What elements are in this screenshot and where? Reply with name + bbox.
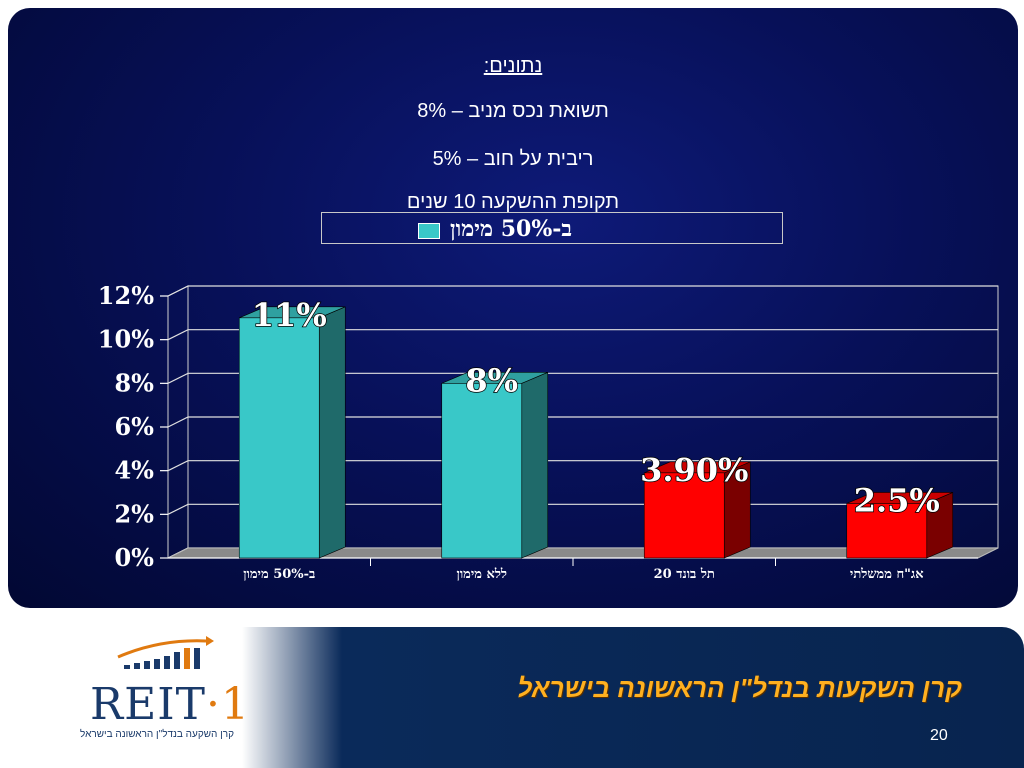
info-line-yield: תשואת נכס מניב – 8% — [417, 100, 609, 122]
y-tick-label: 4% — [114, 456, 154, 485]
y-tick-label: 6% — [114, 412, 154, 441]
y-tick-label: 10% — [98, 325, 154, 354]
footer-panel: REIT·1 קרן השקעה בנדל"ן הראשונה בישראל ק… — [12, 627, 1024, 768]
reit1-logo: REIT·1 קרן השקעה בנדל"ן הראשונה בישראל — [32, 635, 249, 760]
bar — [441, 383, 523, 559]
x-category-label: תל בונד 20 — [654, 567, 715, 582]
bar-side — [521, 371, 549, 559]
gridline — [167, 460, 998, 472]
bar — [238, 317, 320, 559]
y-tick-label: 12% — [98, 281, 154, 310]
chart-legend: ב-50% מימון — [321, 212, 783, 244]
data-label: 11% — [252, 296, 327, 334]
legend-swatch — [418, 223, 440, 239]
data-label: 8% — [465, 361, 518, 399]
rising-bars-logo-icon — [117, 636, 214, 669]
y-tick-label: 0% — [114, 543, 154, 572]
data-label: 3.90% — [640, 451, 748, 489]
footer-title: קרן השקעות בנדל"ן הראשונה בישראל — [517, 673, 962, 703]
logo-tagline: קרן השקעה בנדל"ן הראשונה בישראל — [80, 729, 234, 740]
info-line-interest: ריבית על חוב – 5% — [432, 148, 594, 170]
bar — [643, 472, 725, 559]
page-number: 20 — [930, 727, 948, 744]
gridline — [167, 416, 998, 428]
gridline — [167, 285, 998, 297]
bar — [846, 503, 928, 559]
gridline — [167, 372, 998, 384]
legend-label: ב-50% מימון — [450, 216, 573, 242]
x-category-label: ב-50% מימון — [243, 567, 315, 582]
slide-panel: נתונים: תשואת נכס מניב – 8% ריבית על חוב… — [8, 8, 1018, 608]
data-label: 2.5% — [854, 481, 940, 519]
x-category-label: אג"ח ממשלתי — [850, 567, 924, 582]
y-tick-label: 8% — [114, 368, 154, 397]
x-category-label: ללא מימון — [457, 567, 508, 582]
y-tick-label: 2% — [114, 499, 154, 528]
gridline — [167, 329, 998, 341]
info-heading: נתונים: — [483, 55, 543, 77]
info-line-period: תקופת ההשקעה 10 שנים — [406, 191, 620, 213]
bar-chart: 0% 2% 4% 6% 8% 10% 12% 11% ב-50% מימון 8% ללא מימו… — [98, 281, 999, 582]
logo-wordmark: REIT·1 — [90, 679, 250, 730]
bar-side — [318, 306, 346, 559]
